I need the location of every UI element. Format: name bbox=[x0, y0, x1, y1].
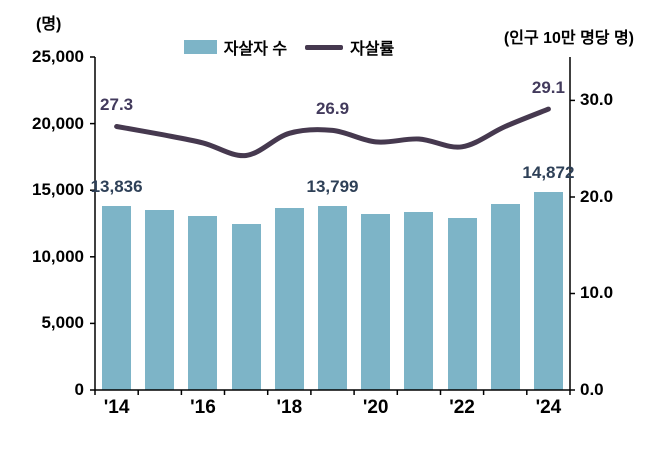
legend: 자살자 수 자살률 bbox=[0, 37, 650, 58]
bar-value-label: 13,836 bbox=[90, 176, 143, 196]
x-axis-tick-label: '22 bbox=[449, 397, 475, 418]
left-axis-tick-label: 20,000 bbox=[32, 113, 84, 133]
right-axis-tick-label: 0.0 bbox=[580, 380, 604, 399]
right-axis-tick-label: 20.0 bbox=[580, 186, 614, 206]
right-axis-tick-label: 10.0 bbox=[580, 283, 614, 303]
bar-21 bbox=[404, 212, 434, 390]
bar-16 bbox=[188, 215, 218, 390]
left-axis-unit-label: (명) bbox=[36, 16, 62, 33]
x-axis-tick-label: '24 bbox=[535, 397, 562, 418]
left-axis-tick-label: 0 bbox=[74, 380, 84, 399]
line-value-label: 26.9 bbox=[315, 99, 350, 119]
x-axis-tick-label: '14 bbox=[103, 397, 130, 418]
bar-24 bbox=[533, 191, 563, 390]
bar-20 bbox=[361, 214, 391, 390]
x-axis-tick-label: '18 bbox=[276, 397, 303, 418]
right-axis-tick-label: 30.0 bbox=[580, 90, 614, 110]
left-axis-tick-label: 25,000 bbox=[32, 47, 84, 66]
bar-22 bbox=[447, 218, 477, 390]
left-axis-tick-label: 10,000 bbox=[32, 246, 84, 266]
line-series-legend-label: 자살률 bbox=[350, 41, 395, 58]
bar-23 bbox=[490, 203, 520, 390]
bar-19 bbox=[318, 206, 347, 390]
bar-value-label: 14,872 bbox=[522, 162, 575, 182]
bar-18 bbox=[274, 207, 304, 390]
line-value-label: 27.3 bbox=[100, 95, 134, 115]
bar-17 bbox=[231, 223, 261, 390]
x-axis-tick-label: '20 bbox=[362, 397, 389, 418]
x-axis-tick-label: '16 bbox=[190, 397, 216, 418]
line-series-swatch-icon bbox=[305, 44, 344, 50]
left-axis-tick-label: 15,000 bbox=[32, 180, 84, 200]
bar-14 bbox=[102, 205, 132, 390]
left-axis-tick-label: 5,000 bbox=[41, 313, 84, 333]
bar-series-legend-label: 자살자 수 bbox=[223, 41, 288, 58]
bar-value-label: 13,799 bbox=[306, 177, 359, 197]
right-axis-unit-label: (인구 10만 명당 명) bbox=[503, 30, 634, 47]
bar-series-swatch-icon bbox=[183, 40, 217, 54]
line-value-label: 29.1 bbox=[531, 78, 565, 98]
bar-15 bbox=[145, 210, 175, 390]
